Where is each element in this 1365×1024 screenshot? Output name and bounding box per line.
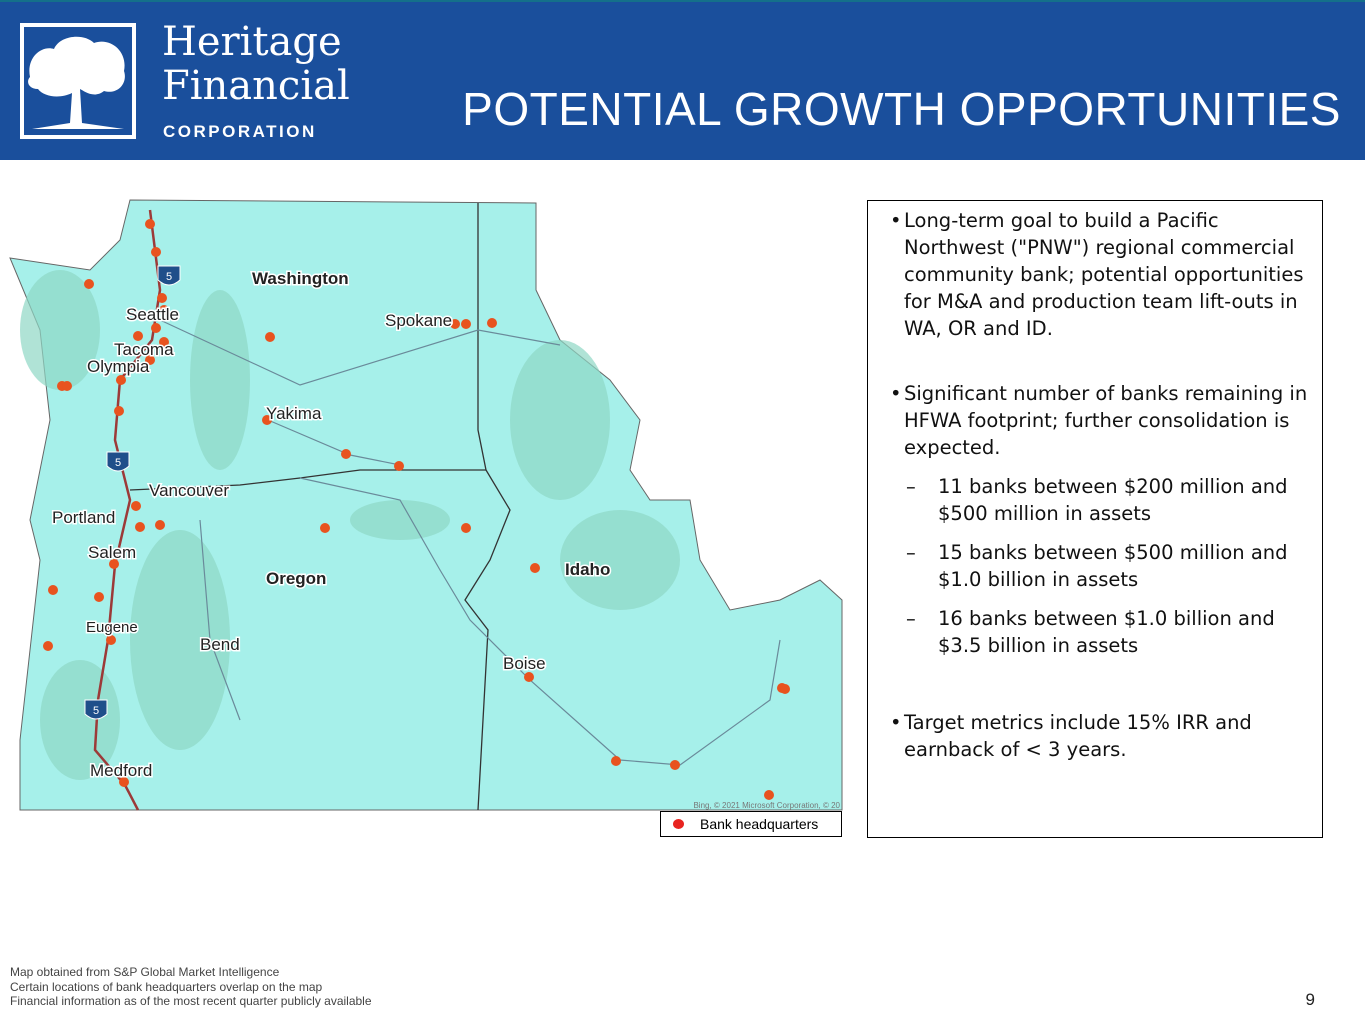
bank-hq-marker [265,332,275,342]
state-label-washington: Washington [252,269,349,288]
bank-hq-marker [109,559,119,569]
logo-wordmark: Heritage Financial [162,20,350,108]
bank-hq-marker [157,293,167,303]
bank-hq-marker [394,461,404,471]
sub-bullet: 15 banks between $500 million and $1.0 b… [904,539,1310,593]
bullet-pnw-goal: Long-term goal to build a Pacific Northw… [890,207,1310,342]
bank-hq-marker [611,756,621,766]
bank-hq-marker [524,672,534,682]
bank-hq-marker [135,522,145,532]
city-label: Portland [52,508,115,527]
bank-hq-marker [159,305,169,315]
bullet-box: Long-term goal to build a Pacific Northw… [867,200,1323,838]
state-label-oregon: Oregon [266,569,326,588]
bank-hq-marker [133,331,143,341]
bank-hq-marker [487,318,497,328]
bank-hq-marker [94,592,104,602]
city-label: Eugene [86,619,138,636]
bank-hq-marker [116,375,126,385]
bank-hq-markers [43,219,790,800]
bank-hq-marker [450,319,460,329]
footnote: Financial information as of the most rec… [10,994,372,1008]
city-label: Spokane [385,311,452,330]
city-label: Seattle [126,305,179,324]
logo-corporation: CORPORATION [163,122,317,141]
bank-hq-marker [530,563,540,573]
city-label: Vancouver [149,481,229,500]
sub-bullet: 11 banks between $200 million and $500 m… [904,473,1310,527]
bullet-consolidation: Significant number of banks remaining in… [890,380,1310,461]
sub-bullet: 16 banks between $1.0 billion and $3.5 b… [904,605,1310,659]
bank-hq-marker [114,406,124,416]
bullet-target-metrics: Target metrics include 15% IRR and earnb… [890,709,1310,763]
city-label: Olympia [87,357,150,376]
city-label: Yakima [266,404,322,423]
bank-hq-marker [151,247,161,257]
footnote: Certain locations of bank headquarters o… [10,979,323,994]
bank-hq-marker [145,219,155,229]
bank-hq-marker [764,790,774,800]
bank-hq-marker [145,355,155,365]
footnote: Map obtained from S&P Global Market Inte… [10,965,280,979]
bank-hq-marker [461,319,471,329]
i5-shield-label: 5 [115,457,121,469]
bank-hq-marker [780,684,790,694]
map-legend: Bank headquarters [660,811,842,837]
page-number: 9 [1305,990,1315,1009]
interstate-shields: 5 5 5 [84,265,181,720]
city-label: Tacoma [114,340,174,359]
city-label: Medford [90,761,152,780]
header: Heritage Financial CORPORATION POTENTIAL … [0,0,1365,160]
bank-hq-marker [106,635,116,645]
i5-shield-label: 5 [166,271,172,283]
bank-hq-marker [461,523,471,533]
i5-shield-label: 5 [93,705,99,717]
bank-hq-marker [119,777,129,787]
bank-hq-marker [131,501,141,511]
city-label: Bend [200,635,240,654]
logo-line1: Heritage [162,19,342,65]
tree-logo-icon [20,23,136,139]
footnotes: Map obtained from S&P Global Market Inte… [10,965,372,1009]
city-label: Boise [503,654,546,673]
bank-hq-marker [62,381,72,391]
terrain-shading [20,270,680,780]
bank-hq-marker [155,520,165,530]
logo-line2: Financial [162,63,350,109]
pnw-map: 5 5 5 Washington Oregon Idaho Seattle Ta… [9,199,843,811]
bank-hq-marker [84,279,94,289]
state-label-idaho: Idaho [565,560,610,579]
page-title: POTENTIAL GROWTH OPPORTUNITIES [462,83,1341,135]
bank-hq-marker [320,523,330,533]
bank-hq-marker [159,337,169,347]
bank-hq-dot-icon [673,819,684,829]
city-label: Salem [88,543,136,562]
legend-label: Bank headquarters [700,816,819,832]
bank-hq-marker [151,323,161,333]
bank-hq-marker [341,449,351,459]
bank-hq-marker [43,641,53,651]
bank-hq-marker [48,585,58,595]
bank-hq-marker [262,415,272,425]
map-attribution: Bing, © 2021 Microsoft Corporation, © 20 [693,801,840,810]
bank-hq-marker [670,760,680,770]
